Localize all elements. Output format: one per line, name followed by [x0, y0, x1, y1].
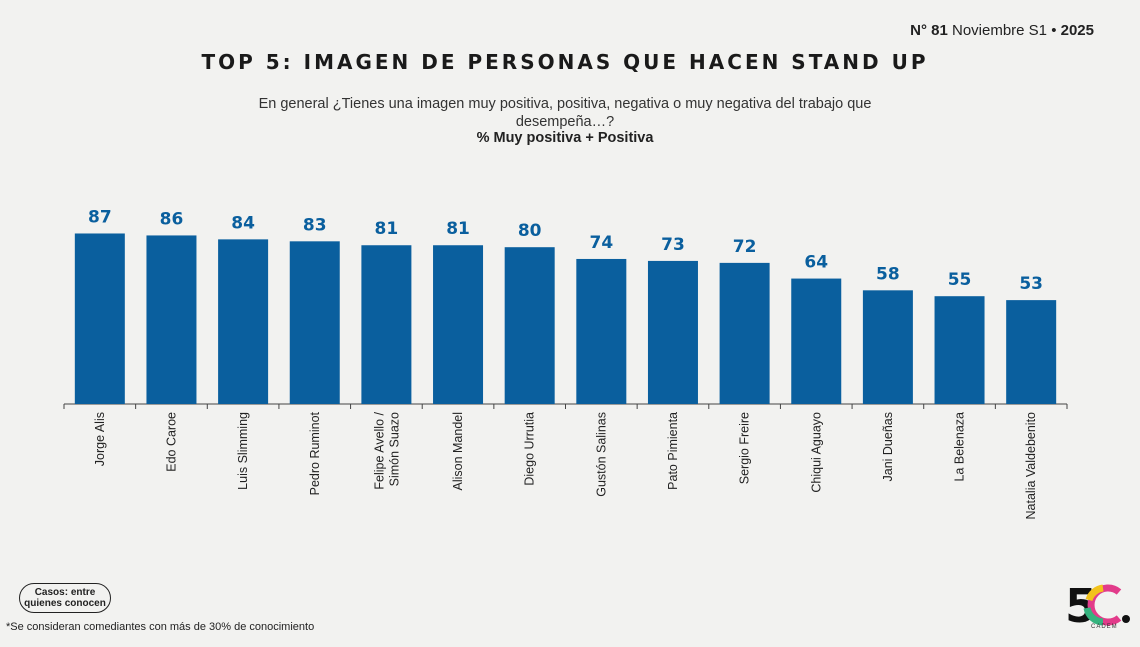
data-label: 81 [375, 219, 399, 239]
bar [504, 247, 555, 404]
bar [647, 260, 698, 404]
category-label: Jani Dueñas [881, 412, 895, 482]
category-label: Gustón Salinas [594, 412, 608, 497]
data-label: 72 [733, 237, 757, 257]
category-label: Sergio Freire [738, 412, 752, 484]
footnote: *Se consideran comediantes con más de 30… [6, 621, 315, 633]
year: 2025 [1060, 22, 1094, 39]
issue-number: 81 [931, 22, 948, 39]
category-label: Felipe Avello /Simón Suazo [372, 411, 401, 489]
survey-question: En general ¿Tienes una imagen muy positi… [258, 96, 872, 130]
data-label: 58 [876, 264, 900, 284]
metric-label: % Muy positiva + Positiva [476, 130, 654, 146]
category-label: Diego Urrutia [523, 412, 537, 486]
bar [719, 262, 770, 404]
data-label: 73 [661, 235, 685, 255]
bar [576, 258, 627, 404]
chart-title: TOP 5: IMAGEN DE PERSONAS QUE HACEN STAN… [201, 50, 929, 74]
period: Noviembre S1 • [951, 22, 1057, 39]
bar [791, 278, 842, 404]
category-label: Edo Caroe [164, 412, 178, 472]
number-label: N° [910, 22, 927, 39]
data-label: 86 [160, 209, 184, 229]
casos-badge: Casos: entre quienes conocen [19, 583, 111, 613]
data-label: 53 [1019, 274, 1043, 294]
category-label: Alison Mandel [451, 412, 465, 491]
data-label: 87 [88, 207, 112, 227]
category-label: La Belenaza [953, 412, 967, 482]
category-label: Luis Slimming [236, 412, 250, 490]
category-label: Jorge Alis [93, 412, 107, 466]
bar [146, 235, 197, 404]
bar [361, 245, 412, 404]
logo-subtext: CADEM [1091, 624, 1118, 630]
bar [433, 245, 484, 404]
cadem-logo: 5 [1065, 579, 1130, 633]
data-label: 55 [948, 270, 972, 290]
bar [289, 241, 340, 404]
header-meta: N° 81 Noviembre S1 • 2025 [910, 22, 1094, 39]
bar [74, 233, 125, 404]
bar [934, 296, 985, 404]
category-label: Chiqui Aguayo [809, 412, 823, 493]
data-label: 80 [518, 221, 542, 241]
bar [862, 290, 913, 404]
data-label: 64 [804, 253, 828, 273]
data-label: 74 [589, 233, 613, 253]
category-label: Natalia Valdebenito [1024, 412, 1038, 520]
bar [1006, 300, 1057, 404]
bar [218, 239, 269, 404]
category-label: Pedro Ruminot [308, 411, 322, 495]
data-label: 81 [446, 219, 470, 239]
data-label: 84 [231, 213, 255, 233]
category-label: Pato Pimienta [666, 412, 680, 490]
bar-chart: 87 Jorge Alis 86 Edo Caroe 84 Luis Slimming 83… [63, 207, 1068, 520]
data-label: 83 [303, 215, 327, 235]
